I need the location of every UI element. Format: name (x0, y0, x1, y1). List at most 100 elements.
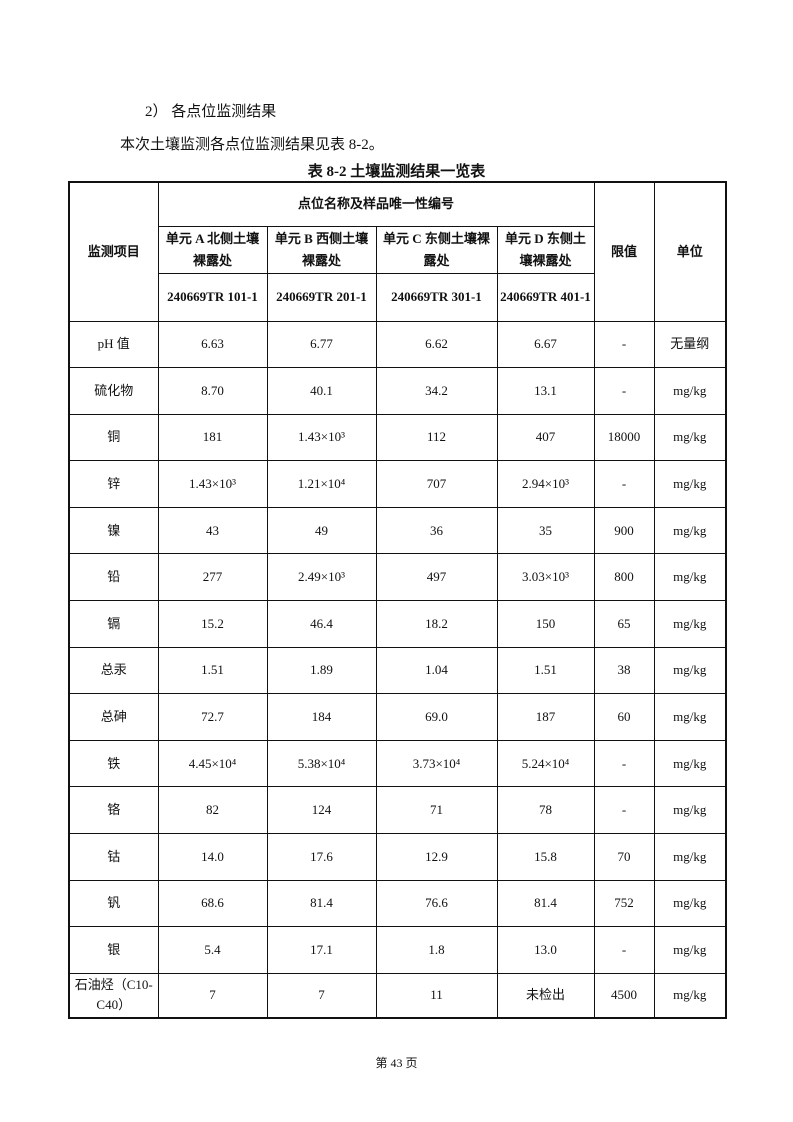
row-value: 71 (375, 786, 498, 835)
row-value: 1.51 (157, 646, 268, 695)
row-item: 钒 (68, 879, 159, 928)
table-row: 总砷 72.7 184 69.0 187 60 mg/kg (68, 693, 727, 741)
row-item: 镉 (68, 600, 159, 648)
row-value: 407 (496, 413, 595, 462)
row-item: 铁 (68, 739, 159, 788)
row-unit: 无量纲 (653, 320, 727, 369)
row-value: 78 (496, 786, 595, 835)
row-limit: 60 (593, 693, 655, 741)
row-value: 17.1 (266, 926, 377, 974)
row-value: 15.2 (157, 600, 268, 648)
site-name: 单元 A 北侧土壤裸露处 (157, 225, 268, 274)
row-value: 6.77 (266, 320, 377, 369)
row-value: 82 (157, 786, 268, 835)
section-heading: 2） 各点位监测结果 (145, 104, 277, 120)
row-unit: mg/kg (653, 926, 727, 974)
row-value: 72.7 (157, 693, 268, 741)
row-limit: 18000 (593, 413, 655, 462)
row-unit: mg/kg (653, 367, 727, 415)
site-code: 240669TR 401-1 (496, 272, 595, 322)
row-value: 36 (375, 506, 498, 555)
header-unit: 单位 (653, 181, 727, 322)
row-value: 6.67 (496, 320, 595, 369)
row-value: 707 (375, 460, 498, 508)
row-value: 1.43×10³ (266, 413, 377, 462)
header-item: 监测项目 (68, 181, 159, 322)
row-value: 35 (496, 506, 595, 555)
table-row: 锌 1.43×10³ 1.21×10⁴ 707 2.94×10³ - mg/kg (68, 460, 727, 508)
row-value: 76.6 (375, 879, 498, 928)
row-value: 68.6 (157, 879, 268, 928)
row-value: 81.4 (496, 879, 595, 928)
row-limit: - (593, 926, 655, 974)
site-name: 单元 D 东侧土壤裸露处 (496, 225, 595, 274)
row-value: 6.62 (375, 320, 498, 369)
row-value: 13.0 (496, 926, 595, 974)
row-value: 13.1 (496, 367, 595, 415)
table-row: 石油烃（C10-C40） 7 7 11 未检出 4500 mg/kg (68, 972, 727, 1019)
row-limit: 4500 (593, 972, 655, 1019)
row-unit: mg/kg (653, 833, 727, 881)
table-row: 铜 181 1.43×10³ 112 407 18000 mg/kg (68, 413, 727, 462)
row-value: 4.45×10⁴ (157, 739, 268, 788)
row-value: 43 (157, 506, 268, 555)
row-unit: mg/kg (653, 646, 727, 695)
row-value: 17.6 (266, 833, 377, 881)
row-item: 铜 (68, 413, 159, 462)
row-unit: mg/kg (653, 460, 727, 508)
row-value: 150 (496, 600, 595, 648)
row-value: 2.49×10³ (266, 553, 377, 602)
row-value: 6.63 (157, 320, 268, 369)
row-value: 184 (266, 693, 377, 741)
row-value: 1.21×10⁴ (266, 460, 377, 508)
row-item: 银 (68, 926, 159, 974)
row-value: 69.0 (375, 693, 498, 741)
site-name: 单元 B 西侧土壤裸露处 (266, 225, 377, 274)
page-number: 第 43 页 (375, 1056, 418, 1070)
row-unit: mg/kg (653, 739, 727, 788)
row-item: 硫化物 (68, 367, 159, 415)
row-limit: 800 (593, 553, 655, 602)
row-value: 7 (266, 972, 377, 1019)
site-name: 单元 C 东侧土壤裸露处 (375, 225, 498, 274)
row-unit: mg/kg (653, 972, 727, 1019)
row-value: 1.51 (496, 646, 595, 695)
row-value: 181 (157, 413, 268, 462)
row-value: 11 (375, 972, 498, 1019)
row-limit: - (593, 367, 655, 415)
row-value: 3.73×10⁴ (375, 739, 498, 788)
row-item: 铬 (68, 786, 159, 835)
table-row: 钒 68.6 81.4 76.6 81.4 752 mg/kg (68, 879, 727, 928)
table-row: 总汞 1.51 1.89 1.04 1.51 38 mg/kg (68, 646, 727, 695)
site-code: 240669TR 301-1 (375, 272, 498, 322)
row-value: 2.94×10³ (496, 460, 595, 508)
row-limit: 752 (593, 879, 655, 928)
row-value: 15.8 (496, 833, 595, 881)
intro-paragraph: 本次土壤监测各点位监测结果见表 8-2。 (120, 137, 384, 153)
row-value: 81.4 (266, 879, 377, 928)
row-limit: 70 (593, 833, 655, 881)
row-unit: mg/kg (653, 506, 727, 555)
row-limit: - (593, 320, 655, 369)
table-row: 铬 82 124 71 78- mg/kg (68, 786, 727, 835)
row-value: 277 (157, 553, 268, 602)
row-limit: 38 (593, 646, 655, 695)
row-value: 5.38×10⁴ (266, 739, 377, 788)
row-limit: - (593, 786, 655, 835)
row-item: 总汞 (68, 646, 159, 695)
row-value: 7 (157, 972, 268, 1019)
row-value: 1.89 (266, 646, 377, 695)
row-unit: mg/kg (653, 553, 727, 602)
table-row: pH 值 6.63 6.77 6.62 6.67- 无量纲 (68, 320, 727, 369)
row-value: 187 (496, 693, 595, 741)
row-item: pH 值 (68, 320, 159, 369)
row-limit: - (593, 460, 655, 508)
row-value: 40.1 (266, 367, 377, 415)
row-value: 1.04 (375, 646, 498, 695)
table-row: 镉 15.2 46.4 18.2 150 65 mg/kg (68, 600, 727, 648)
row-value: 5.24×10⁴ (496, 739, 595, 788)
row-value: 18.2 (375, 600, 498, 648)
row-limit: 65 (593, 600, 655, 648)
table-row: 铅 277 2.49×10³ 497 3.03×10³ 800 mg/kg (68, 553, 727, 602)
row-item: 钴 (68, 833, 159, 881)
